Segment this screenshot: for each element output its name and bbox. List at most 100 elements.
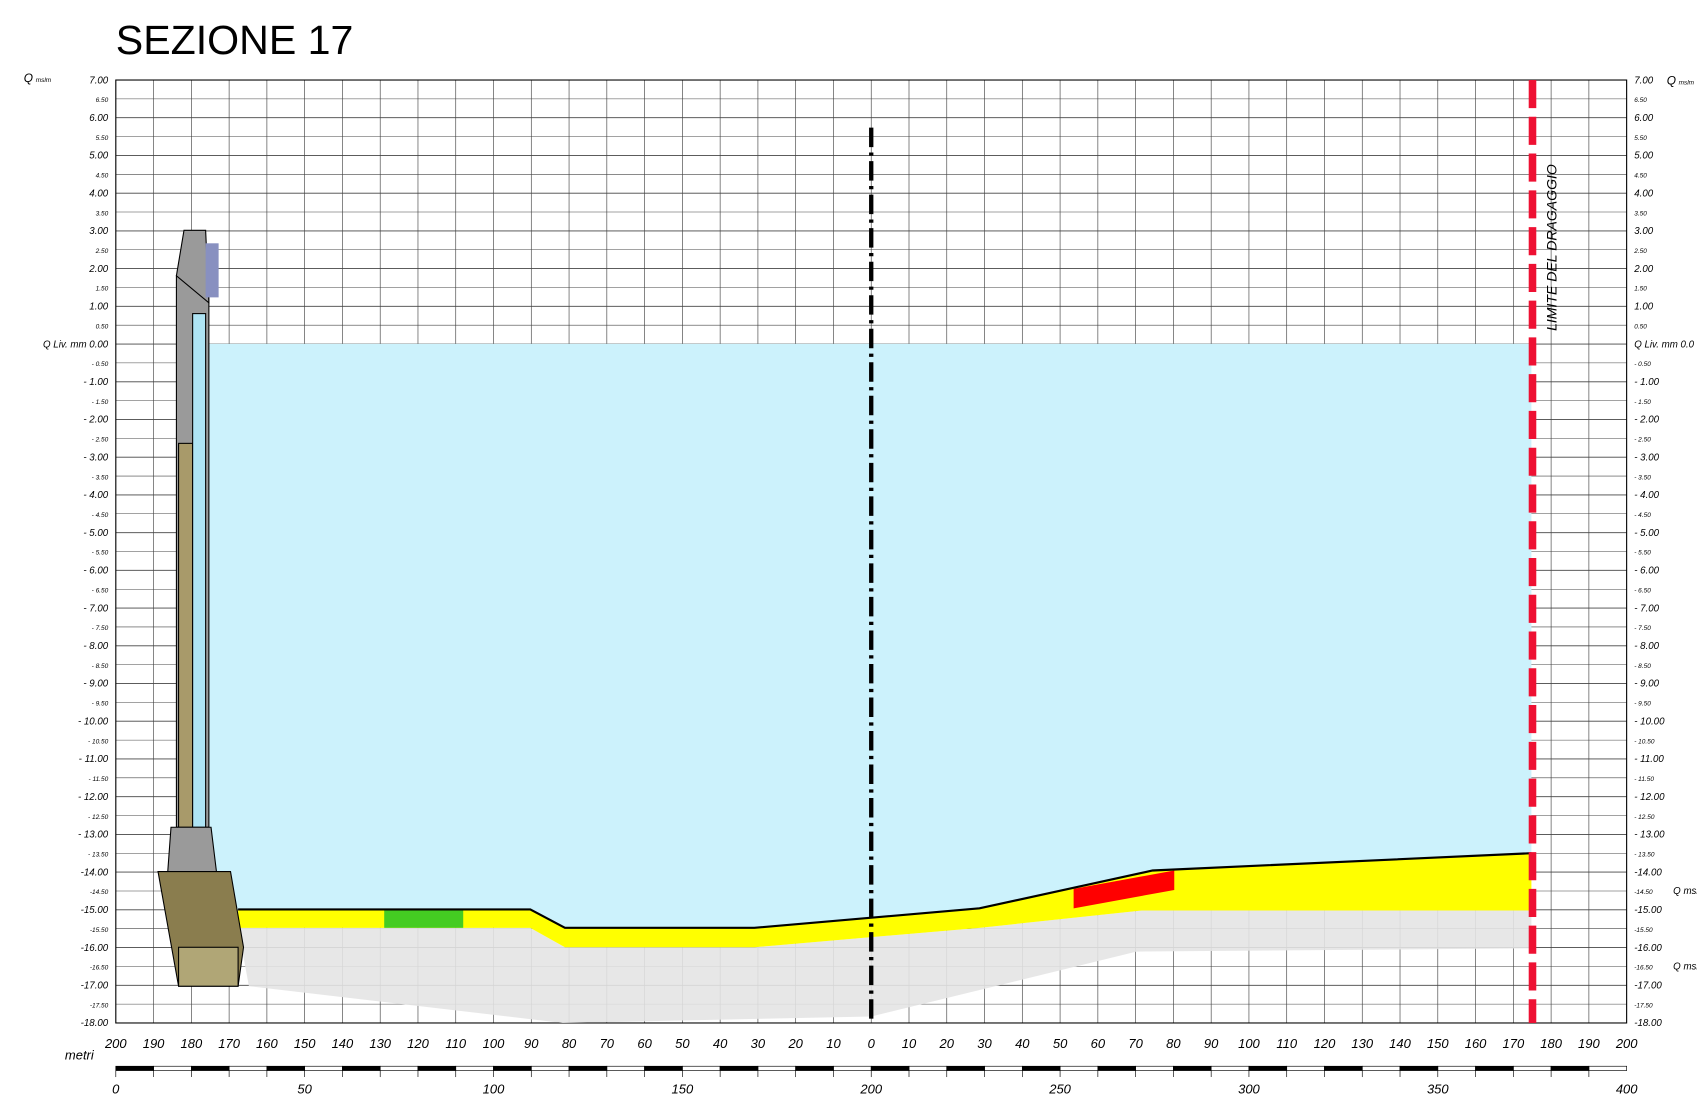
- x-tick-label: 180: [181, 1036, 203, 1051]
- x-tick-label: 110: [1276, 1036, 1297, 1051]
- right-tick-label: 6.00: [1634, 113, 1654, 124]
- scale-label: 50: [297, 1081, 312, 1096]
- left-tick-label: 3.50: [96, 210, 109, 217]
- left-tick-label: - 10.50: [88, 738, 109, 745]
- x-tick-label: 170: [218, 1036, 240, 1051]
- right-tick-label: Q Liv. mm 0.0: [1634, 339, 1694, 350]
- scale-segment: [1097, 1065, 1136, 1071]
- right-note: Q msl: [1673, 962, 1697, 973]
- sediment-red: [1073, 870, 1175, 909]
- x-tick-label: 30: [751, 1036, 766, 1051]
- x-tick-label: 10: [826, 1036, 841, 1051]
- right-tick-label: -15.00: [1634, 905, 1662, 916]
- right-tick-label: 5.50: [1634, 135, 1647, 142]
- right-tick-label: - 1.00: [1634, 377, 1659, 388]
- scale-segment: [1437, 1065, 1476, 1071]
- scale-segment: [1173, 1065, 1212, 1071]
- left-tick-label: - 4.00: [83, 490, 108, 501]
- left-tick-label: 2.00: [88, 264, 109, 275]
- right-tick-label: - 4.00: [1634, 490, 1659, 501]
- left-tick-label: - 9.50: [92, 701, 109, 708]
- x-tick-label: 90: [524, 1036, 539, 1051]
- right-tick-label: 5.00: [1634, 151, 1654, 162]
- left-tick-label: - 7.00: [83, 603, 108, 614]
- right-tick-label: -15.50: [1634, 927, 1653, 934]
- x-tick-label: 200: [1615, 1036, 1638, 1051]
- x-tick-label: 160: [256, 1036, 278, 1051]
- scale-segment: [946, 1065, 985, 1071]
- right-tick-label: -16.50: [1634, 965, 1653, 972]
- scale-segment: [1399, 1065, 1439, 1071]
- left-tick-label: 0.50: [96, 323, 109, 330]
- left-tick-label: 4.50: [96, 173, 109, 180]
- pier-cap: [175, 229, 210, 304]
- right-tick-label: - 4.50: [1634, 512, 1651, 519]
- right-tick-label: - 8.50: [1634, 663, 1651, 670]
- scale-label: 100: [483, 1081, 505, 1096]
- left-tick-label: 7.00: [89, 75, 109, 86]
- scale-segment: [530, 1065, 570, 1071]
- left-tick-label: -17.00: [81, 981, 109, 992]
- right-tick-label: 0.50: [1634, 323, 1647, 330]
- x-unit: metri: [65, 1048, 95, 1063]
- x-tick-label: 100: [483, 1036, 505, 1051]
- scale-label: 200: [859, 1081, 882, 1096]
- left-tick-label: - 2.50: [92, 437, 109, 444]
- foundation-base: [178, 946, 239, 987]
- right-tick-label: - 7.00: [1634, 603, 1659, 614]
- left-tick-label: 1.00: [89, 302, 109, 313]
- x-tick-label: 60: [1091, 1036, 1106, 1051]
- x-tick-label: 90: [1204, 1036, 1219, 1051]
- x-tick-label: 20: [939, 1036, 955, 1051]
- fender: [205, 243, 219, 298]
- right-tick-label: - 8.00: [1634, 641, 1659, 652]
- scale-segment: [342, 1065, 381, 1071]
- title: SEZIONE 17: [116, 17, 354, 63]
- scale-segment: [1588, 1065, 1627, 1071]
- left-tick-label: - 3.50: [92, 474, 109, 481]
- right-tick-label: 4.00: [1634, 188, 1654, 199]
- scale-segment: [455, 1065, 494, 1071]
- scale-segment: [1550, 1065, 1590, 1071]
- left-tick-label: - 10.00: [78, 716, 109, 727]
- x-tick-label: 20: [787, 1036, 803, 1051]
- right-tick-label: - 1.50: [1634, 399, 1651, 406]
- scale-segment: [1513, 1065, 1552, 1071]
- left-tick-label: -14.00: [81, 867, 109, 878]
- left-tick-label: - 5.00: [83, 528, 108, 539]
- left-tick-label: - 12.00: [78, 792, 109, 803]
- left-tick-label: - 2.00: [83, 415, 108, 426]
- right-header-q: Q: [1667, 73, 1676, 87]
- x-tick-label: 110: [445, 1036, 466, 1051]
- x-tick-label: 60: [637, 1036, 652, 1051]
- left-tick-label: -16.50: [90, 965, 109, 972]
- left-tick-label: - 11.00: [79, 754, 109, 765]
- right-tick-label: - 13.50: [1634, 851, 1655, 858]
- limit-label: LIMITE DEL DRAGAGGIO: [1543, 164, 1559, 331]
- x-tick-label: 70: [600, 1036, 615, 1051]
- x-tick-label: 120: [407, 1036, 429, 1051]
- right-tick-label: -18.00: [1634, 1018, 1662, 1029]
- left-tick-label: 6.50: [96, 97, 109, 104]
- x-tick-label: 120: [1314, 1036, 1336, 1051]
- left-tick-label: Q Liv. mm 0.00: [43, 339, 109, 350]
- x-tick-label: 160: [1465, 1036, 1487, 1051]
- left-header-q: Q: [24, 71, 33, 85]
- sediment-green: [384, 910, 464, 928]
- right-tick-label: -17.50: [1634, 1002, 1653, 1009]
- left-tick-label: - 7.50: [92, 625, 109, 632]
- right-tick-label: - 0.50: [1634, 361, 1651, 368]
- right-tick-label: - 12.50: [1634, 814, 1655, 821]
- scale-segment: [719, 1065, 759, 1071]
- left-tick-label: 2.50: [95, 248, 109, 255]
- scale-segment: [870, 1065, 910, 1071]
- scale-segment: [417, 1065, 457, 1071]
- scale-segment: [984, 1065, 1023, 1071]
- right-tick-label: 6.50: [1634, 97, 1647, 104]
- scale-segment: [153, 1065, 192, 1071]
- x-tick-label: 40: [713, 1036, 728, 1051]
- left-tick-label: - 13.00: [78, 830, 109, 841]
- left-tick-label: - 1.00: [83, 377, 108, 388]
- right-tick-label: - 9.50: [1634, 701, 1651, 708]
- left-tick-label: - 1.50: [92, 399, 109, 406]
